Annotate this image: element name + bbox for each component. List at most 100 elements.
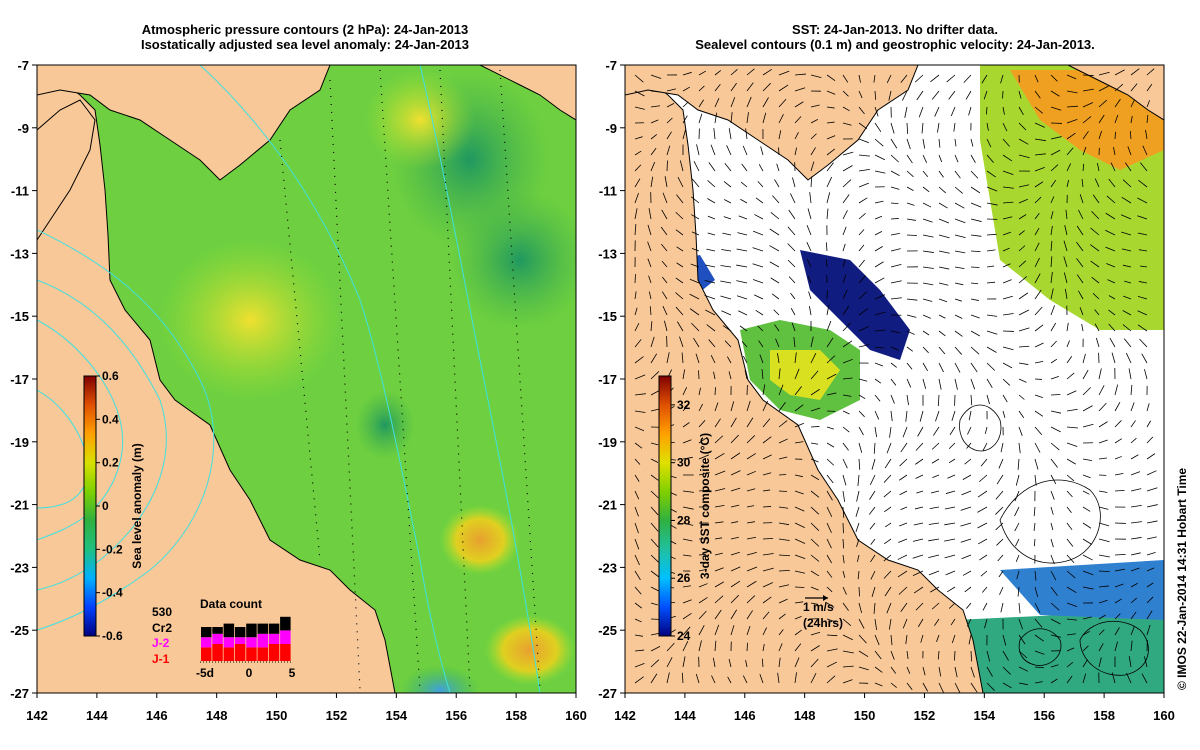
velocity-arrow <box>693 161 700 172</box>
velocity-arrow <box>675 306 684 316</box>
velocity-arrow <box>937 122 940 133</box>
velocity-arrow <box>746 505 755 508</box>
velocity-arrow <box>970 250 981 253</box>
velocity-arrow <box>1050 90 1060 97</box>
velocity-arrow <box>826 474 834 484</box>
velocity-arrow <box>689 278 700 284</box>
velocity-arrow <box>1079 307 1084 316</box>
velocity-arrow <box>842 289 848 300</box>
velocity-arrow <box>886 602 892 614</box>
velocity-arrow <box>760 146 764 156</box>
sla-colorbar-ramp <box>83 375 97 637</box>
velocity-arrow <box>1146 403 1150 412</box>
data-count-bar-j2 <box>223 637 235 648</box>
velocity-arrow <box>666 131 672 140</box>
lat-tick-label: -15 <box>10 309 29 324</box>
velocity-arrow <box>970 682 978 693</box>
velocity-arrow <box>890 362 897 368</box>
velocity-arrow <box>742 145 748 156</box>
velocity-arrow <box>1146 420 1152 428</box>
lat-tick-label: -9 <box>605 121 617 136</box>
velocity-arrow <box>1066 522 1073 531</box>
velocity-arrow <box>858 344 870 348</box>
velocity-arrow <box>842 650 854 654</box>
velocity-arrow <box>1002 682 1012 689</box>
velocity-arrow <box>906 330 915 335</box>
velocity-arrow <box>666 88 676 92</box>
velocity-arrow <box>762 489 771 492</box>
velocity-arrow <box>842 474 847 486</box>
velocity-arrow <box>995 522 1004 531</box>
velocity-arrow <box>970 346 980 355</box>
velocity-arrow <box>826 305 830 316</box>
velocity-arrow <box>906 138 911 150</box>
velocity-arrow <box>1050 490 1055 500</box>
velocity-arrow <box>744 370 748 380</box>
data-count-bar-cr2 <box>234 627 246 638</box>
velocity-arrow <box>695 673 700 684</box>
mission-label-cr2: Cr2 <box>152 621 172 635</box>
velocity-arrow <box>666 145 671 156</box>
velocity-arrow <box>874 154 886 161</box>
velocity-arrow <box>981 74 988 84</box>
velocity-arrow <box>1066 554 1075 563</box>
velocity-arrow <box>740 198 748 204</box>
velocity-arrow <box>884 506 892 513</box>
velocity-arrow <box>938 266 950 270</box>
velocity-arrow <box>1034 122 1045 128</box>
velocity-arrow <box>774 324 780 332</box>
velocity-arrow <box>922 202 932 208</box>
velocity-arrow <box>794 147 798 156</box>
lon-tick-label: 148 <box>206 708 228 723</box>
velocity-arrow <box>886 442 892 454</box>
velocity-arrow <box>997 554 1004 562</box>
velocity-arrow <box>1146 582 1154 588</box>
lon-tick-label: 152 <box>326 708 348 723</box>
velocity-arrow <box>970 154 976 164</box>
velocity-arrow <box>858 106 865 115</box>
velocity-arrow <box>662 192 668 204</box>
velocity-arrow <box>951 634 956 644</box>
velocity-arrow <box>1113 147 1116 156</box>
velocity-arrow <box>1114 98 1121 108</box>
velocity-arrow <box>1092 194 1100 204</box>
velocity-arrow <box>920 634 924 643</box>
velocity-arrow <box>810 631 821 636</box>
velocity-arrow <box>858 442 863 453</box>
velocity-arrow <box>746 470 756 476</box>
velocity-arrow <box>858 154 870 157</box>
velocity-arrow <box>954 314 963 319</box>
velocity-arrow <box>650 458 659 463</box>
velocity-arrow <box>888 90 892 101</box>
velocity-arrow <box>1114 489 1125 492</box>
velocity-arrow <box>759 673 764 684</box>
velocity-arrow <box>932 474 940 478</box>
velocity-arrow <box>714 552 723 556</box>
velocity-arrow <box>1065 209 1068 220</box>
velocity-arrow <box>970 282 979 285</box>
velocity-arrow <box>794 73 806 76</box>
velocity-arrow <box>746 68 755 76</box>
velocity-arrow <box>858 275 866 284</box>
velocity-arrow <box>634 458 641 465</box>
velocity-arrow <box>778 420 788 428</box>
velocity-arrow <box>794 87 806 92</box>
velocity-arrow <box>746 435 756 444</box>
velocity-arrow <box>634 136 643 140</box>
velocity-arrow <box>1002 263 1011 268</box>
velocity-arrow <box>647 224 652 236</box>
velocity-arrow <box>1146 453 1156 460</box>
velocity-arrow <box>634 374 646 380</box>
velocity-arrow <box>1034 634 1044 642</box>
velocity-arrow <box>1002 346 1014 351</box>
data-count-bar-j1 <box>201 647 212 661</box>
velocity-arrow <box>1015 474 1020 486</box>
velocity-arrow <box>889 426 892 438</box>
velocity-arrow <box>1000 602 1004 613</box>
velocity-arrow <box>1091 210 1100 220</box>
velocity-arrow <box>648 275 652 284</box>
velocity-arrow <box>698 85 705 92</box>
velocity-arrow <box>1050 305 1055 316</box>
velocity-arrow <box>1144 369 1148 380</box>
velocity-arrow <box>948 602 956 609</box>
